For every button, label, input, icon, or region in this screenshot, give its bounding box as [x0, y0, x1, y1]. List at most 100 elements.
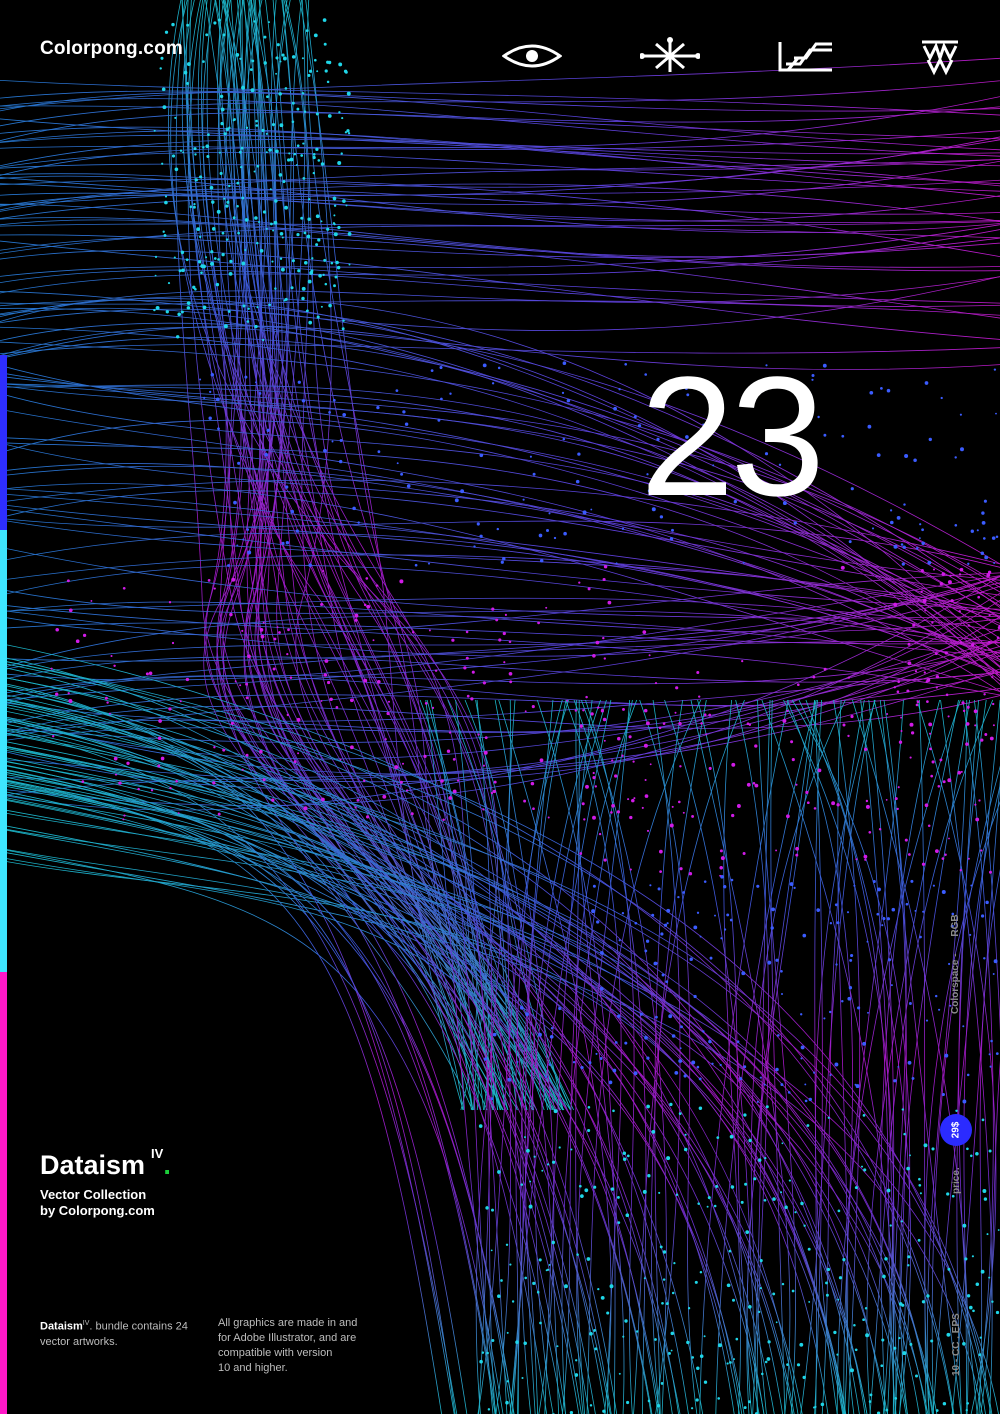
particle-dot	[427, 562, 431, 565]
particle-dot	[891, 907, 896, 912]
particle-dot	[808, 1097, 813, 1102]
particle-dot	[226, 200, 230, 204]
flow-line	[0, 764, 868, 1414]
flow-line	[0, 160, 1000, 205]
flow-line	[0, 130, 1000, 198]
particle-dot	[256, 164, 260, 168]
particle-dot	[893, 544, 898, 549]
particle-dot	[765, 364, 768, 367]
particle-dot	[539, 1321, 542, 1325]
particle-dot	[431, 706, 435, 710]
particle-dot	[284, 205, 288, 210]
particle-dot	[897, 680, 900, 684]
particle-dot	[758, 1310, 761, 1314]
particle-dot	[834, 1062, 839, 1067]
flow-line	[852, 699, 969, 1414]
particle-dot	[829, 922, 833, 925]
particle-dot	[983, 499, 987, 503]
particle-dot	[789, 882, 794, 887]
particle-dot	[617, 736, 621, 741]
particle-dot	[562, 437, 566, 441]
particle-dot	[715, 1185, 719, 1188]
subtitle-line-2: by Colorpong.com	[40, 1203, 155, 1218]
particle-dot	[674, 1071, 679, 1075]
particle-dot	[917, 1238, 921, 1242]
particle-dot	[995, 535, 999, 538]
particle-dot	[772, 1197, 776, 1201]
particle-dot	[316, 315, 320, 319]
particle-dot	[212, 781, 216, 785]
particle-dot	[595, 640, 600, 645]
particle-dot	[452, 789, 457, 794]
flow-line	[0, 136, 1000, 188]
particle-dot	[918, 537, 921, 540]
particle-dot	[159, 67, 162, 70]
particle-dot	[590, 508, 593, 511]
flow-line	[0, 326, 1000, 657]
flow-line	[0, 668, 1000, 775]
particle-dot	[286, 652, 289, 656]
particle-dot	[853, 884, 856, 887]
particle-dot	[349, 745, 354, 750]
particle-dot	[301, 399, 306, 403]
particle-dot	[544, 1075, 548, 1078]
particle-dot	[237, 231, 240, 235]
particle-dot	[324, 659, 329, 663]
particle-dot	[553, 1109, 558, 1114]
flow-line	[814, 699, 822, 1414]
particle-dot	[344, 131, 348, 134]
particle-dot	[228, 272, 233, 276]
flow-line	[836, 699, 961, 1414]
particle-dot	[919, 935, 922, 939]
particle-dot	[306, 234, 311, 239]
brand-logo-text[interactable]: Colorpong.com	[40, 38, 183, 59]
particle-dot	[594, 1347, 598, 1351]
particle-dot	[284, 87, 288, 90]
flow-line	[0, 740, 659, 1414]
particle-dot	[703, 1380, 708, 1384]
particle-dot	[627, 798, 630, 801]
particle-dot	[836, 921, 840, 925]
particle-dot	[986, 573, 991, 578]
flow-line	[715, 699, 817, 1414]
particle-dot	[992, 724, 995, 727]
particle-dot	[282, 56, 287, 61]
flow-line	[746, 699, 816, 1414]
particle-dot	[643, 708, 648, 713]
particle-dot	[666, 922, 669, 925]
flow-line	[0, 183, 1000, 224]
particle-dot	[700, 722, 703, 725]
particle-dot	[178, 269, 182, 273]
particle-dot	[303, 806, 308, 811]
particle-dot	[228, 126, 231, 129]
flow-line	[786, 699, 853, 1414]
particle-dot	[666, 1156, 671, 1161]
particle-dot	[523, 1341, 527, 1346]
flow-line	[575, 699, 586, 1414]
particle-dot	[661, 1301, 664, 1305]
particle-dot	[268, 21, 270, 24]
particle-dot	[601, 708, 604, 711]
particle-dot	[930, 774, 934, 778]
particle-dot	[234, 680, 237, 683]
particle-dot	[847, 734, 850, 738]
particle-dot	[163, 233, 167, 237]
particle-dot	[746, 400, 749, 403]
particle-dot	[914, 670, 918, 673]
particle-dot	[927, 560, 932, 565]
flow-line	[0, 295, 1000, 661]
particle-dot	[906, 1166, 910, 1171]
particle-dot	[901, 1303, 905, 1307]
particle-dot	[988, 1149, 992, 1153]
particle-dot	[202, 146, 205, 149]
particle-dot	[315, 112, 319, 116]
particle-dot	[987, 570, 992, 574]
particle-dot	[896, 690, 900, 693]
particle-dot	[566, 398, 571, 403]
flow-line	[0, 700, 497, 1414]
particle-dot	[993, 368, 997, 371]
particle-dot	[154, 274, 157, 277]
particle-dot	[984, 555, 989, 560]
particle-dot	[924, 609, 927, 612]
footer-compat-line-2: for Adobe Illustrator, and are	[218, 1332, 357, 1344]
